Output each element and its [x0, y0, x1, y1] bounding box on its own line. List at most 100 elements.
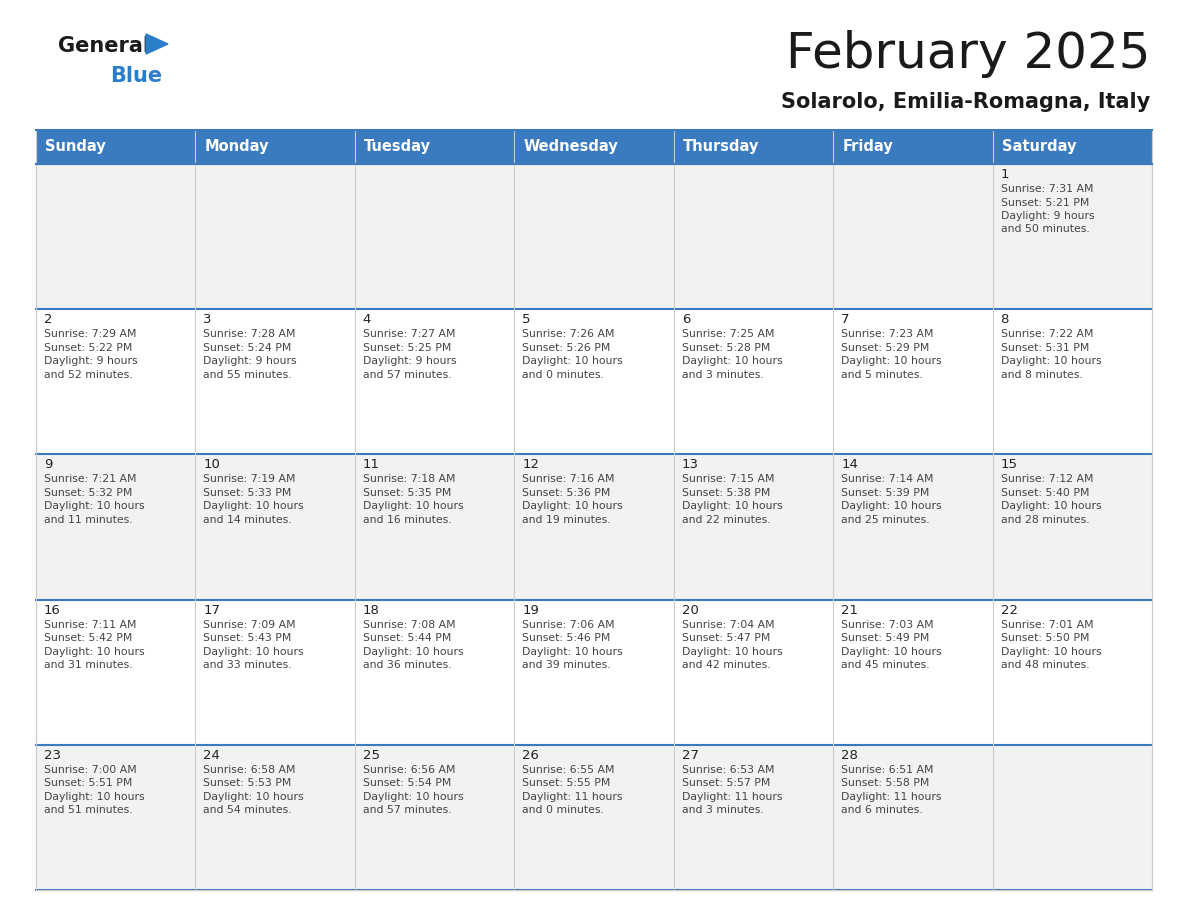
Bar: [355, 309, 514, 454]
Text: Daylight: 10 hours: Daylight: 10 hours: [44, 792, 145, 801]
Text: 3: 3: [203, 313, 211, 326]
Bar: [514, 599, 674, 744]
Text: Sunset: 5:35 PM: Sunset: 5:35 PM: [362, 487, 451, 498]
Bar: [36, 130, 1152, 164]
Bar: [36, 309, 196, 454]
Text: Sunset: 5:44 PM: Sunset: 5:44 PM: [362, 633, 451, 644]
Bar: [355, 599, 514, 744]
Text: and 48 minutes.: and 48 minutes.: [1000, 660, 1089, 670]
Text: Daylight: 10 hours: Daylight: 10 hours: [841, 356, 942, 366]
Text: Daylight: 9 hours: Daylight: 9 hours: [362, 356, 456, 366]
Text: Sunset: 5:39 PM: Sunset: 5:39 PM: [841, 487, 929, 498]
Text: Sunset: 5:31 PM: Sunset: 5:31 PM: [1000, 342, 1089, 353]
Text: Daylight: 10 hours: Daylight: 10 hours: [523, 646, 623, 656]
Text: Sunrise: 7:31 AM: Sunrise: 7:31 AM: [1000, 184, 1093, 194]
Bar: [992, 164, 1152, 309]
Text: Daylight: 10 hours: Daylight: 10 hours: [682, 356, 783, 366]
Text: Daylight: 9 hours: Daylight: 9 hours: [203, 356, 297, 366]
Bar: [196, 454, 355, 599]
Bar: [833, 599, 992, 744]
Text: Sunrise: 7:28 AM: Sunrise: 7:28 AM: [203, 330, 296, 339]
Text: Sunset: 5:33 PM: Sunset: 5:33 PM: [203, 487, 292, 498]
Text: Daylight: 10 hours: Daylight: 10 hours: [362, 501, 463, 511]
Text: Sunset: 5:51 PM: Sunset: 5:51 PM: [44, 778, 132, 789]
Text: 16: 16: [44, 604, 61, 617]
Text: 12: 12: [523, 458, 539, 472]
Text: Sunrise: 6:56 AM: Sunrise: 6:56 AM: [362, 765, 455, 775]
Text: Sunrise: 6:58 AM: Sunrise: 6:58 AM: [203, 765, 296, 775]
Text: Sunrise: 7:11 AM: Sunrise: 7:11 AM: [44, 620, 137, 630]
Text: Sunrise: 7:18 AM: Sunrise: 7:18 AM: [362, 475, 455, 485]
Text: Sunrise: 7:00 AM: Sunrise: 7:00 AM: [44, 765, 137, 775]
Text: 26: 26: [523, 749, 539, 762]
Bar: [833, 164, 992, 309]
Text: Sunset: 5:54 PM: Sunset: 5:54 PM: [362, 778, 451, 789]
Text: Sunrise: 7:21 AM: Sunrise: 7:21 AM: [44, 475, 137, 485]
Text: 19: 19: [523, 604, 539, 617]
Text: General: General: [58, 36, 150, 56]
Text: Sunset: 5:21 PM: Sunset: 5:21 PM: [1000, 197, 1089, 207]
Text: Sunrise: 6:55 AM: Sunrise: 6:55 AM: [523, 765, 614, 775]
Bar: [674, 599, 833, 744]
Bar: [992, 309, 1152, 454]
Text: Daylight: 11 hours: Daylight: 11 hours: [841, 792, 942, 801]
Bar: [355, 744, 514, 890]
Text: February 2025: February 2025: [785, 30, 1150, 78]
Bar: [196, 164, 355, 309]
Text: Sunset: 5:43 PM: Sunset: 5:43 PM: [203, 633, 292, 644]
Text: and 11 minutes.: and 11 minutes.: [44, 515, 133, 525]
Text: Sunrise: 7:25 AM: Sunrise: 7:25 AM: [682, 330, 775, 339]
Text: Sunday: Sunday: [45, 140, 106, 154]
Bar: [36, 130, 1152, 890]
Text: Sunrise: 7:29 AM: Sunrise: 7:29 AM: [44, 330, 137, 339]
Text: Daylight: 10 hours: Daylight: 10 hours: [1000, 356, 1101, 366]
Text: Sunset: 5:49 PM: Sunset: 5:49 PM: [841, 633, 929, 644]
Text: and 28 minutes.: and 28 minutes.: [1000, 515, 1089, 525]
Bar: [36, 164, 196, 309]
Text: Sunrise: 7:04 AM: Sunrise: 7:04 AM: [682, 620, 775, 630]
Bar: [992, 744, 1152, 890]
Text: and 22 minutes.: and 22 minutes.: [682, 515, 770, 525]
Bar: [833, 454, 992, 599]
Text: Solarolo, Emilia-Romagna, Italy: Solarolo, Emilia-Romagna, Italy: [781, 92, 1150, 112]
Bar: [992, 599, 1152, 744]
Text: and 16 minutes.: and 16 minutes.: [362, 515, 451, 525]
Text: and 54 minutes.: and 54 minutes.: [203, 805, 292, 815]
Text: Daylight: 11 hours: Daylight: 11 hours: [682, 792, 782, 801]
Text: and 33 minutes.: and 33 minutes.: [203, 660, 292, 670]
Bar: [674, 454, 833, 599]
Bar: [36, 454, 196, 599]
Text: Sunrise: 7:03 AM: Sunrise: 7:03 AM: [841, 620, 934, 630]
Text: Sunrise: 7:16 AM: Sunrise: 7:16 AM: [523, 475, 614, 485]
Text: Friday: Friday: [842, 140, 893, 154]
Text: Sunrise: 6:51 AM: Sunrise: 6:51 AM: [841, 765, 934, 775]
Text: 23: 23: [44, 749, 61, 762]
Text: Sunset: 5:57 PM: Sunset: 5:57 PM: [682, 778, 770, 789]
Text: Sunset: 5:50 PM: Sunset: 5:50 PM: [1000, 633, 1089, 644]
Text: Sunrise: 7:06 AM: Sunrise: 7:06 AM: [523, 620, 615, 630]
Text: Sunrise: 6:53 AM: Sunrise: 6:53 AM: [682, 765, 775, 775]
Text: 28: 28: [841, 749, 858, 762]
Text: 15: 15: [1000, 458, 1018, 472]
Text: 27: 27: [682, 749, 699, 762]
Bar: [833, 309, 992, 454]
Bar: [36, 744, 196, 890]
Text: and 50 minutes.: and 50 minutes.: [1000, 225, 1089, 234]
Text: Daylight: 9 hours: Daylight: 9 hours: [44, 356, 138, 366]
Text: and 25 minutes.: and 25 minutes.: [841, 515, 930, 525]
Text: 1: 1: [1000, 168, 1009, 181]
Bar: [514, 454, 674, 599]
Text: Daylight: 10 hours: Daylight: 10 hours: [44, 646, 145, 656]
Text: Daylight: 10 hours: Daylight: 10 hours: [1000, 501, 1101, 511]
Text: Daylight: 10 hours: Daylight: 10 hours: [1000, 646, 1101, 656]
Bar: [992, 454, 1152, 599]
Bar: [514, 309, 674, 454]
Text: 24: 24: [203, 749, 220, 762]
Text: Daylight: 10 hours: Daylight: 10 hours: [203, 792, 304, 801]
Text: Daylight: 10 hours: Daylight: 10 hours: [682, 501, 783, 511]
Text: Sunset: 5:40 PM: Sunset: 5:40 PM: [1000, 487, 1089, 498]
Text: Daylight: 10 hours: Daylight: 10 hours: [203, 646, 304, 656]
Bar: [833, 744, 992, 890]
Text: and 45 minutes.: and 45 minutes.: [841, 660, 930, 670]
Text: 21: 21: [841, 604, 858, 617]
